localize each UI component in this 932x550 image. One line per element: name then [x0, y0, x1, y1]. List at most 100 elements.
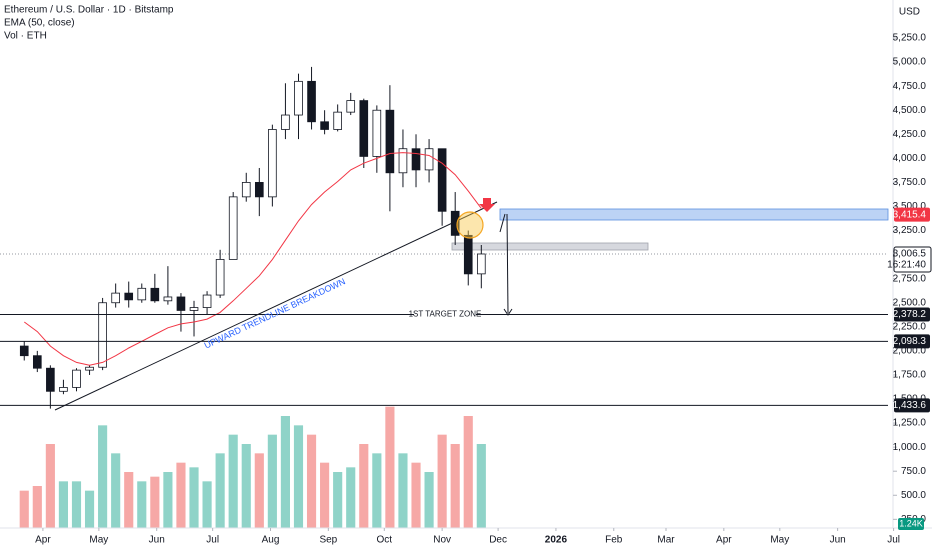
y-tick-label: 1,750.0	[893, 370, 927, 381]
volume-bar	[58, 481, 68, 528]
volume-bar	[163, 472, 173, 528]
y-tick-label: 2,750.0	[893, 273, 927, 284]
level-tag-label: 2,378.2	[893, 309, 927, 320]
volume-bar	[111, 453, 121, 528]
currency-label: USD	[899, 7, 920, 18]
level-tag-label: 2,098.3	[893, 336, 927, 347]
candle-body	[241, 182, 251, 198]
volume-bar	[333, 472, 343, 528]
candle-body	[476, 253, 486, 275]
volume-bar	[19, 490, 29, 528]
highlight-circle	[456, 211, 484, 239]
y-tick-label: 5,000.0	[893, 57, 927, 68]
volume-bar	[306, 434, 317, 528]
y-tick-label: 1,250.0	[893, 418, 927, 429]
candle-body	[463, 234, 473, 275]
volume-bar	[189, 467, 199, 528]
x-tick-label: Dec	[489, 535, 507, 546]
target-arrowhead	[503, 308, 513, 316]
y-tick-label: 2,500.0	[893, 297, 927, 308]
candle-body	[19, 345, 29, 357]
candle-body	[32, 355, 42, 369]
volume-bar	[228, 434, 238, 528]
candle-body	[137, 287, 147, 301]
candle-body	[268, 129, 277, 198]
candle-body	[359, 100, 369, 157]
volume-bar	[398, 453, 408, 528]
volume-bar	[385, 406, 395, 528]
zone-price-tag	[894, 207, 930, 222]
plot: 1ST TARGET ZONE	[0, 66, 888, 528]
y-tick-label: 4,500.0	[893, 105, 927, 116]
level-tag	[894, 334, 930, 349]
y-tick-label: 4,000.0	[893, 153, 927, 164]
y-tick-label: 5,250.0	[893, 33, 927, 44]
x-tick-label: Mar	[657, 535, 675, 546]
candle-body	[372, 109, 382, 157]
arrow-lead	[499, 213, 506, 233]
volume-bar	[32, 486, 42, 528]
volume-bar	[202, 481, 212, 528]
y-tick-label: 3,750.0	[893, 177, 927, 188]
candle-body	[176, 296, 186, 311]
volume-bar	[45, 444, 55, 528]
y-tick-label: 750.0	[901, 466, 926, 477]
indicator-label: EMA (50, close)	[4, 18, 75, 29]
volume-bar	[411, 462, 421, 528]
volume-bar	[320, 462, 330, 528]
x-tick-label: May	[770, 535, 789, 546]
y-tick-label: 3,500.0	[893, 201, 927, 212]
x-tick-label: Jul	[887, 535, 900, 546]
volume-bar	[437, 434, 447, 528]
candle-body	[333, 111, 342, 130]
candle-body	[215, 259, 225, 296]
volume-bar	[463, 416, 473, 528]
volume-bar	[267, 434, 277, 528]
candle-body	[98, 302, 107, 368]
volume-bar	[124, 472, 134, 528]
drawings	[451, 208, 889, 251]
volume-bar	[424, 472, 434, 528]
candle-body	[385, 109, 395, 174]
candle-body	[437, 148, 447, 212]
annotation-bg	[414, 308, 476, 321]
volume-bar	[84, 490, 95, 528]
volume-bar	[346, 467, 356, 528]
level-tag	[894, 398, 930, 413]
y-tick-label: 4,750.0	[893, 81, 927, 92]
candle-body	[424, 148, 434, 171]
level-tag	[894, 307, 930, 322]
y-tick-label: 4,250.0	[893, 129, 927, 140]
down-arrow-marker	[479, 198, 495, 212]
zone-price-label: 3,415.4	[893, 209, 927, 220]
candle-body	[150, 287, 160, 302]
volume-bar	[137, 481, 147, 528]
volume-bar	[241, 444, 251, 528]
volume-bar	[215, 453, 225, 528]
candle-body	[85, 366, 94, 371]
candle-body	[411, 148, 421, 171]
volume-bar	[372, 453, 382, 528]
candle-body	[163, 296, 173, 302]
volume-bar	[98, 425, 108, 528]
y-tick-label: 2,000.0	[893, 346, 927, 357]
candle-body	[320, 121, 329, 130]
candle-body	[228, 196, 238, 260]
x-tick-label: Jun	[830, 535, 846, 546]
volume-bar	[359, 444, 369, 528]
candle-body	[281, 114, 290, 130]
candle-body	[46, 367, 55, 392]
volume-bar	[150, 476, 160, 528]
candle-body	[59, 387, 68, 392]
x-tick-label: Feb	[605, 535, 623, 546]
volume-bar	[176, 462, 186, 528]
y-tick-label: 3,250.0	[893, 225, 927, 236]
x-tick-label: Oct	[377, 535, 393, 546]
candle-body	[72, 369, 81, 388]
target-arrow	[506, 213, 509, 314]
x-tick-label: Sep	[319, 535, 337, 546]
volume-bar	[450, 444, 460, 528]
candle-body	[189, 307, 199, 311]
x-tick-label: Jul	[206, 535, 219, 546]
